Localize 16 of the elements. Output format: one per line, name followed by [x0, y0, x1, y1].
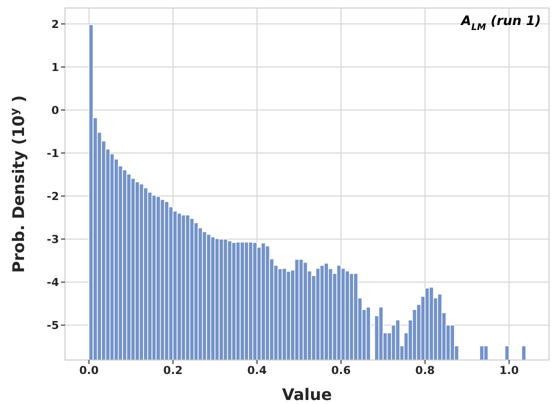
text: A$_{LM}$ (run 1)	[460, 14, 541, 33]
x-tick-label: 0.4	[247, 364, 268, 377]
y-tick-label: 1	[51, 60, 59, 74]
y-tick-label: 0	[51, 104, 60, 117]
y-tick-label: -2	[46, 190, 59, 203]
y-tick-label: -3	[46, 232, 59, 246]
x-tick-label: 0.0	[79, 364, 100, 377]
x-tick-label: 0.2	[163, 364, 183, 377]
x-tick-label: 1.0	[499, 364, 520, 377]
y-tick-label: 2	[51, 18, 59, 31]
x-tick-label: 0.8	[415, 364, 435, 377]
y-tick-label: -5	[46, 319, 59, 332]
y-tick-label: -1	[46, 146, 59, 160]
x-axis-title: Value	[282, 385, 332, 404]
y-tick-label: -4	[46, 276, 60, 290]
x-tick-label: 0.6	[331, 364, 352, 377]
